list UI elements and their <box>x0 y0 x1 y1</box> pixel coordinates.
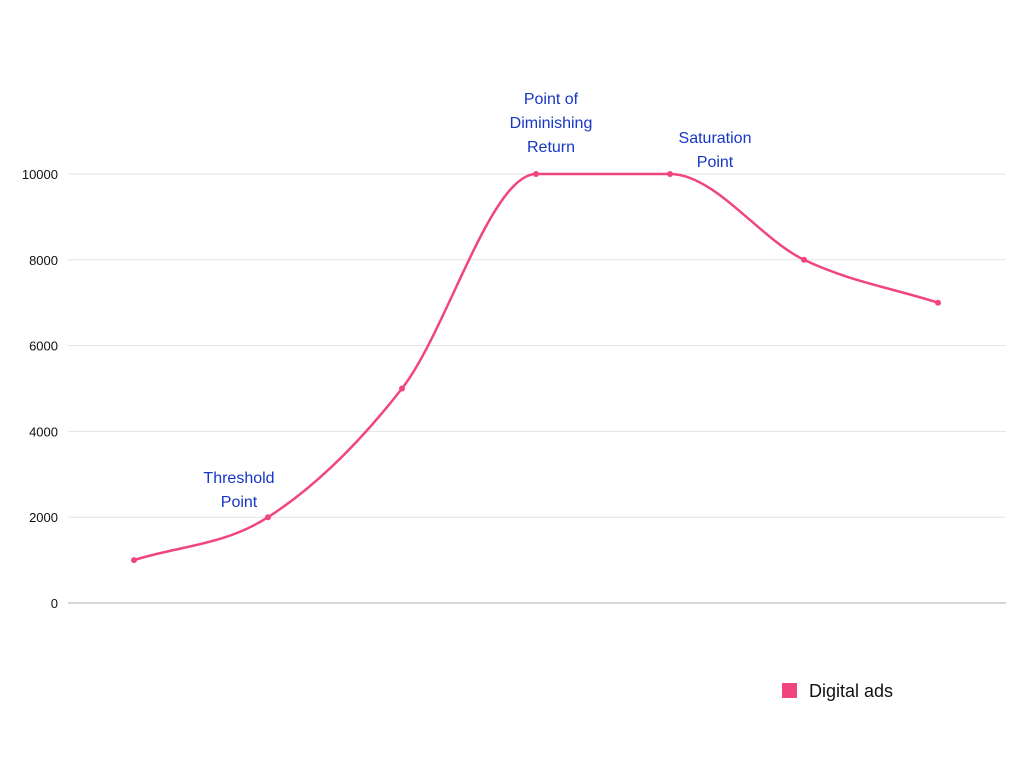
data-point <box>935 299 941 306</box>
y-axis-tick-labels: 0 2000 4000 6000 8000 10000 <box>22 167 58 611</box>
annotation-text: Point of <box>524 91 579 108</box>
legend: Digital ads <box>782 681 893 701</box>
data-point <box>131 557 137 564</box>
y-tick-label: 4000 <box>29 424 58 439</box>
data-point <box>533 171 539 177</box>
y-tick-label: 8000 <box>29 253 58 268</box>
y-tick-label: 6000 <box>29 339 58 354</box>
data-point <box>265 514 271 521</box>
legend-swatch-digital-ads <box>782 683 797 698</box>
data-points <box>131 171 941 564</box>
y-tick-label: 0 <box>51 596 58 611</box>
data-point <box>801 256 807 263</box>
annotation-text: Return <box>527 139 575 156</box>
annotations: Threshold Point Point of Diminishing Return S… <box>203 91 751 511</box>
data-point <box>667 171 673 177</box>
annotation-text: Saturation <box>679 130 752 147</box>
y-tick-label: 10000 <box>22 167 58 182</box>
annotation-text: Point <box>697 154 734 171</box>
gridlines <box>68 173 1006 604</box>
data-point <box>399 385 405 392</box>
annotation-text: Point <box>221 494 258 511</box>
legend-label-digital-ads: Digital ads <box>809 681 893 701</box>
annotation-text: Diminishing <box>510 115 593 132</box>
annotation-text: Threshold <box>203 470 274 487</box>
y-tick-label: 2000 <box>29 510 58 525</box>
